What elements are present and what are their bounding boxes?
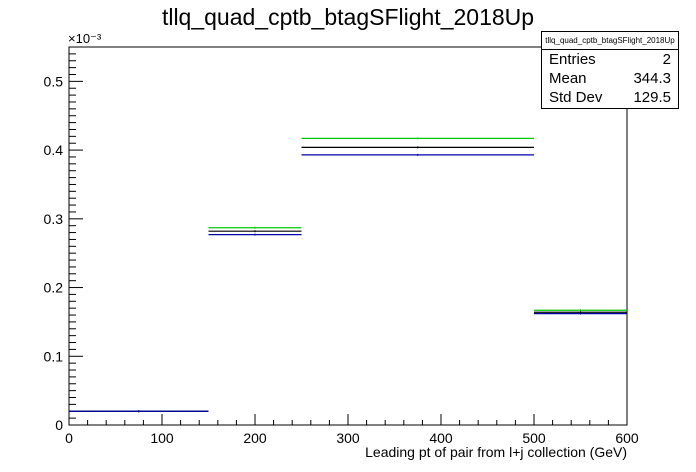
stats-value-stddev: 129.5 <box>633 89 671 106</box>
stats-label-entries: Entries <box>549 51 596 68</box>
x-tick-label: 100 <box>150 430 174 446</box>
y-tick-label: 0.2 <box>44 280 64 296</box>
y-tick-label: 0 <box>55 417 63 433</box>
x-tick-label: 300 <box>336 430 360 446</box>
y-tick-label: 0.3 <box>44 211 64 227</box>
stats-value-mean: 344.3 <box>633 70 671 87</box>
stats-value-entries: 2 <box>662 51 671 68</box>
stats-row-stddev: Std Dev 129.5 <box>542 88 678 107</box>
stats-box-title: tllq_quad_cptb_btagSFlight_2018Up <box>542 32 678 50</box>
x-tick-label: 200 <box>243 430 267 446</box>
stats-box: tllq_quad_cptb_btagSFlight_2018Up Entrie… <box>541 31 679 109</box>
y-tick-label: 0.5 <box>44 73 64 89</box>
stats-row-entries: Entries 2 <box>542 50 678 69</box>
y-tick-label: 0.1 <box>44 348 64 364</box>
stats-row-mean: Mean 344.3 <box>542 69 678 88</box>
y-tick-label: 0.4 <box>44 142 64 158</box>
x-tick-label: 0 <box>65 430 73 446</box>
x-tick-label: 500 <box>522 430 546 446</box>
chart-title: tllq_quad_cptb_btagSFlight_2018Up <box>161 4 535 30</box>
stats-label-mean: Mean <box>549 70 587 87</box>
x-tick-label: 600 <box>615 430 639 446</box>
stats-label-stddev: Std Dev <box>549 89 603 106</box>
x-tick-label: 400 <box>429 430 453 446</box>
x-axis-label: Leading pt of pair from l+j collection (… <box>365 444 627 460</box>
y-axis-multiplier: ×10⁻³ <box>68 31 102 46</box>
